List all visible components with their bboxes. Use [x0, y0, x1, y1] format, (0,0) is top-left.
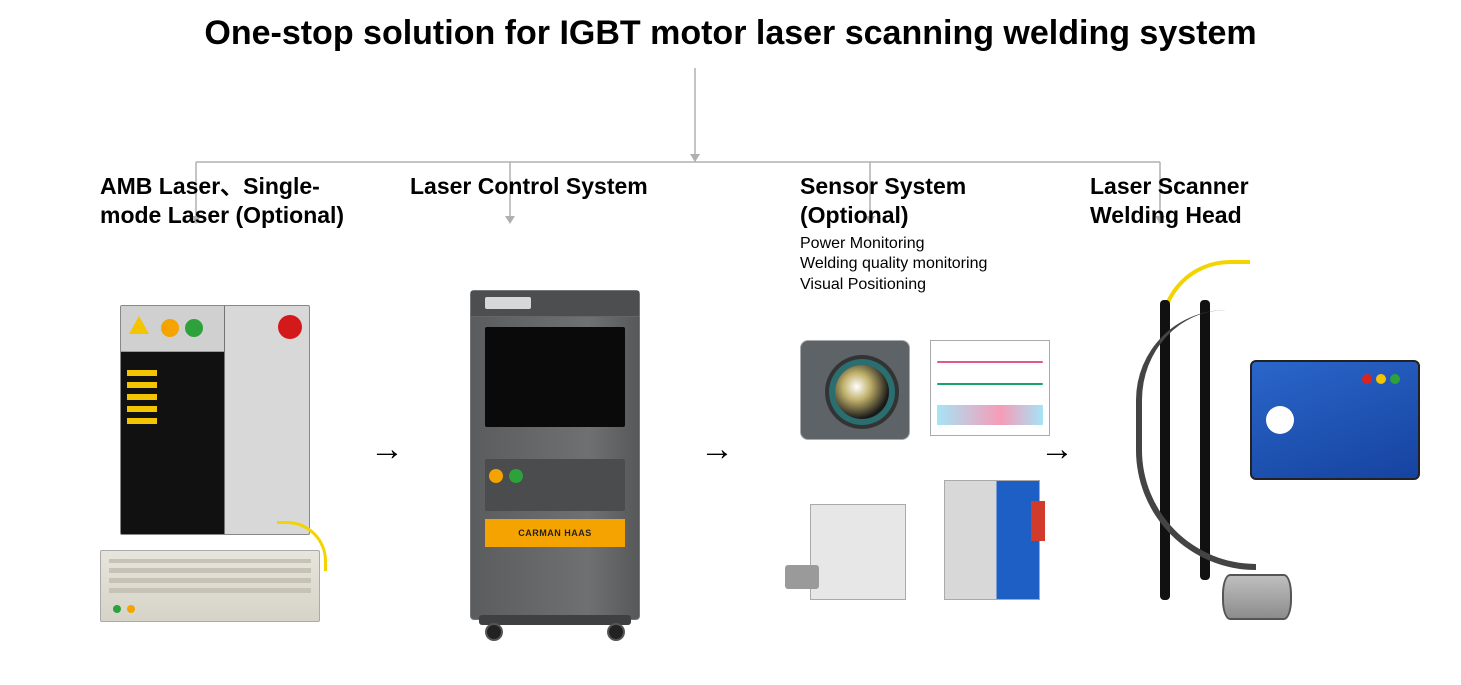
flow-arrow-2: → — [700, 430, 734, 469]
quality-monitor-chart-illustration — [930, 340, 1050, 436]
brand-logo-icon — [1266, 406, 1294, 434]
cabinet-brand-plate — [485, 297, 531, 309]
fiber-cable-icon — [277, 521, 327, 571]
col-sensor-sub3: Visual Positioning — [800, 275, 1060, 296]
col-sensor-line1: Sensor System — [800, 173, 966, 199]
status-leds — [1362, 374, 1406, 388]
green-button-icon — [185, 319, 203, 337]
rack-laser-illustration — [100, 550, 320, 622]
col-sensor: Sensor System (Optional) Power Monitorin… — [800, 172, 1060, 296]
col-control-title: Laser Control System — [410, 172, 710, 201]
scanner-head-illustration — [1130, 300, 1420, 630]
col-head: Laser Scanner Welding Head — [1090, 172, 1350, 234]
panel-green-button-icon — [509, 469, 523, 483]
warning-triangle-icon — [129, 316, 149, 334]
col-head-line2: Welding Head — [1090, 202, 1242, 228]
orange-button-icon — [161, 319, 179, 337]
sensor-group-illustration — [800, 340, 1050, 600]
led-orange-icon — [127, 605, 135, 613]
col-sensor-line2: (Optional) — [800, 202, 909, 228]
led-red-icon — [1362, 374, 1372, 384]
vision-sensor-illustration — [944, 480, 1040, 600]
mount-frame — [1130, 300, 1260, 600]
col-laser: AMB Laser、Single- mode Laser (Optional) — [100, 172, 380, 234]
touchscreen-icon — [485, 327, 625, 427]
col-laser-title: AMB Laser、Single- mode Laser (Optional) — [100, 172, 380, 230]
caster-wheel-icon — [485, 623, 503, 641]
chart-trace-green — [937, 383, 1043, 385]
cabinet-base — [479, 615, 631, 625]
control-cabinet-illustration: CARMAN HAAS — [470, 290, 640, 620]
led-green-icon — [113, 605, 121, 613]
galvo-scanner-cube — [1250, 360, 1420, 480]
col-laser-line2: mode Laser (Optional) — [100, 202, 344, 228]
col-laser-line1: AMB Laser、Single- — [100, 173, 320, 199]
col-head-line1: Laser Scanner — [1090, 173, 1249, 199]
caster-wheel-icon — [607, 623, 625, 641]
col-head-title: Laser Scanner Welding Head — [1090, 172, 1350, 230]
chart-band — [937, 405, 1043, 425]
power-monitor-lens-illustration — [800, 340, 910, 440]
col-sensor-sub1: Power Monitoring — [800, 234, 1060, 255]
col-sensor-title: Sensor System (Optional) — [800, 172, 1060, 230]
control-panel — [485, 459, 625, 511]
cabinet-brand-bar: CARMAN HAAS — [485, 519, 625, 547]
camera-module-illustration — [810, 504, 906, 600]
cable-hose-icon — [1136, 310, 1256, 570]
chart-trace-red — [937, 361, 1043, 363]
focus-lens-drum — [1222, 574, 1292, 620]
col-sensor-sub2: Welding quality monitoring — [800, 254, 1060, 275]
page-title: One-stop solution for IGBT motor laser s… — [0, 14, 1461, 53]
panel-orange-button-icon — [489, 469, 503, 483]
estop-button-icon — [278, 315, 302, 339]
led-yellow-icon — [1376, 374, 1386, 384]
amb-laser-cabinet-illustration — [120, 305, 310, 535]
flow-arrow-1: → — [370, 430, 404, 469]
led-green-icon — [1390, 374, 1400, 384]
cabinet-top-bar — [471, 291, 639, 317]
hazard-label-icon — [127, 370, 157, 424]
col-control: Laser Control System — [410, 172, 710, 205]
